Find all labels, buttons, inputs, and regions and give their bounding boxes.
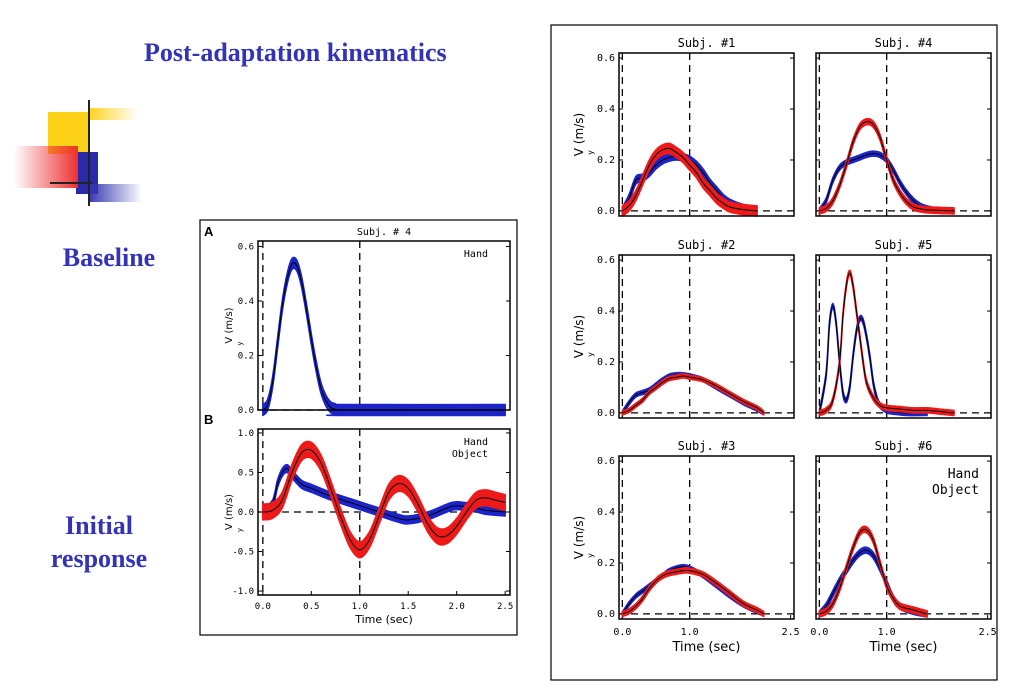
- x-axis-label: Time (sec): [671, 640, 740, 655]
- series-mean-hand: [262, 262, 506, 411]
- panel-title: Subj. # 4: [357, 227, 411, 238]
- red-gradient-square: [14, 146, 78, 188]
- legend-hand: Hand: [948, 467, 979, 482]
- series-mean-object: [262, 448, 506, 551]
- y-tick-label: -0.5: [232, 548, 254, 558]
- y-tick-label: 0.6: [597, 53, 615, 64]
- y-axis-subscript: y: [586, 352, 595, 357]
- y-tick-label: 0.0: [597, 408, 615, 419]
- panel-title: Subj. #4: [875, 36, 933, 50]
- x-axis-label: Time (sec): [354, 613, 413, 626]
- y-tick-label: 0.4: [597, 306, 615, 317]
- y-tick-label: 0.6: [597, 255, 615, 266]
- label-initial-response: Initial response: [50, 511, 148, 573]
- panel-title: Subj. #2: [678, 238, 736, 252]
- axis-box: [618, 455, 795, 620]
- x-tick-label: 2.5: [497, 602, 513, 612]
- vertical-line: [88, 100, 90, 206]
- series-mean-object: [622, 147, 758, 212]
- series-band-object: [621, 373, 765, 416]
- axis-box: [815, 254, 992, 419]
- axis-box: [257, 428, 511, 596]
- x-tick-label: 1.5: [400, 602, 416, 612]
- x-tick-label: 0.0: [613, 627, 631, 638]
- x-tick-label: 0.0: [255, 602, 271, 612]
- x-tick-label: 2.5: [782, 627, 800, 638]
- y-axis-subscript: y: [236, 528, 244, 532]
- x-tick-label: 1.0: [878, 627, 896, 638]
- y-tick-label: 0.4: [597, 507, 615, 518]
- y-tick-label: 0.5: [238, 468, 254, 478]
- y-tick-label: 0.0: [238, 406, 254, 416]
- y-tick-label: 0.6: [597, 456, 615, 467]
- y-axis-subscript: y: [586, 553, 595, 558]
- panel-title: Subj. #5: [875, 238, 933, 252]
- series-mean-object: [622, 375, 765, 414]
- y-tick-label: 0.0: [597, 206, 615, 217]
- y-tick-label: 0.2: [597, 357, 615, 368]
- series-mean-object: [819, 121, 955, 212]
- y-tick-label: 0.2: [597, 155, 615, 166]
- y-axis-label: V (m/s): [572, 113, 586, 156]
- y-axis-label: V (m/s): [572, 315, 586, 358]
- x-axis-label: Time (sec): [868, 640, 937, 655]
- y-tick-label: 0.0: [238, 508, 254, 518]
- y-tick-label: 1.0: [238, 429, 254, 439]
- axis-box: [815, 52, 992, 217]
- y-tick-label: 0.2: [597, 558, 615, 569]
- y-tick-label: 0.4: [597, 104, 615, 115]
- legend-object: Object: [932, 483, 979, 498]
- panel-letter: B: [204, 412, 213, 427]
- axis-box: [257, 240, 511, 411]
- x-tick-label: 0.0: [810, 627, 828, 638]
- panel-title: Subj. #6: [875, 439, 933, 453]
- axis-box: [618, 52, 795, 217]
- blue-gradient-bar: [88, 184, 142, 202]
- x-tick-label: 0.5: [303, 602, 319, 612]
- panel-letter: A: [204, 224, 214, 239]
- panel-title: Subj. #1: [678, 36, 736, 50]
- legend-hand: Hand: [464, 437, 488, 448]
- y-axis-subscript: y: [586, 150, 595, 155]
- series-mean-object: [622, 569, 764, 615]
- y-axis-label: V (m/s): [224, 494, 235, 530]
- label-baseline: Baseline: [62, 243, 156, 272]
- panel-title: Subj. #3: [678, 439, 736, 453]
- slide-title: Post-adaptation kinematics: [144, 38, 447, 67]
- series-mean-object: [819, 528, 928, 615]
- series-band-hand: [818, 302, 928, 417]
- axis-box: [618, 254, 795, 419]
- yellow-gradient-bar: [88, 108, 138, 120]
- y-tick-label: 0.6: [238, 242, 254, 252]
- y-tick-label: 0.0: [597, 609, 615, 620]
- y-tick-label: 0.4: [238, 297, 254, 307]
- legend-hand: Hand: [464, 249, 488, 260]
- series-mean-hand: [262, 467, 506, 521]
- y-axis-label: V (m/s): [572, 516, 586, 559]
- x-tick-label: 2.0: [449, 602, 465, 612]
- decorative-squares: [14, 100, 144, 210]
- y-axis-subscript: y: [236, 341, 244, 345]
- x-tick-label: 1.0: [352, 602, 368, 612]
- legend-object: Object: [452, 449, 488, 460]
- y-axis-label: V (m/s): [224, 307, 235, 343]
- series-band-object: [262, 440, 506, 559]
- y-tick-label: -1.0: [232, 587, 254, 597]
- y-tick-label: 0.2: [238, 351, 254, 361]
- axis-box: [815, 455, 992, 620]
- x-tick-label: 2.5: [979, 627, 997, 638]
- series-mean-object: [819, 272, 955, 414]
- horizontal-line: [50, 182, 92, 184]
- x-tick-label: 1.0: [681, 627, 699, 638]
